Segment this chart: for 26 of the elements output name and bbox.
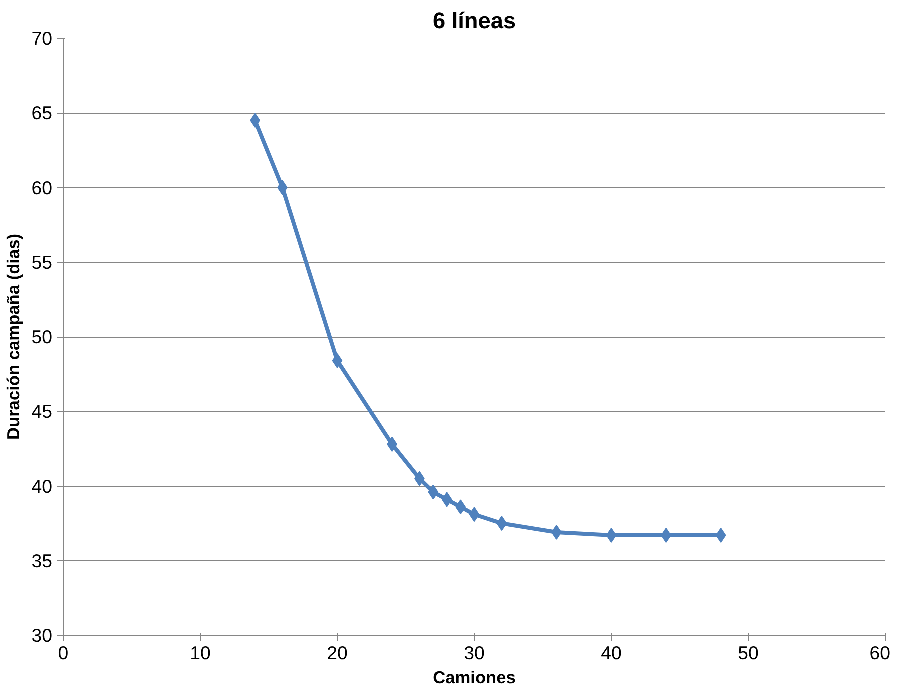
point bbox=[469, 507, 480, 522]
x-tick-label: 60 bbox=[870, 642, 891, 664]
x-tick-label: 50 bbox=[738, 642, 759, 664]
x-tick-label: 10 bbox=[190, 642, 211, 664]
x-tick-label: 20 bbox=[327, 642, 348, 664]
point bbox=[606, 528, 617, 544]
y-tick-label: 45 bbox=[32, 401, 53, 422]
y-axis-title: Duración campaña (dias) bbox=[4, 234, 24, 440]
x-tick-label: 0 bbox=[58, 642, 69, 664]
y-tick-label: 50 bbox=[32, 326, 53, 348]
y-tick-label: 40 bbox=[32, 476, 53, 497]
y-tick-label: 35 bbox=[32, 550, 53, 572]
x-tick-label: 40 bbox=[601, 642, 622, 664]
x-tick-label: 30 bbox=[464, 642, 485, 664]
point bbox=[428, 484, 439, 500]
point bbox=[496, 516, 508, 532]
y-tick-label: 30 bbox=[32, 625, 53, 646]
point bbox=[332, 353, 343, 368]
x-axis-title: Camiones bbox=[433, 668, 516, 688]
y-tick-label: 60 bbox=[32, 177, 53, 198]
point bbox=[716, 528, 726, 544]
y-tick-label: 70 bbox=[32, 28, 53, 49]
y-tick-label: 55 bbox=[32, 252, 53, 273]
y-tick-label: 65 bbox=[32, 102, 53, 124]
point bbox=[442, 492, 452, 508]
chart-title: 6 líneas bbox=[432, 8, 516, 34]
